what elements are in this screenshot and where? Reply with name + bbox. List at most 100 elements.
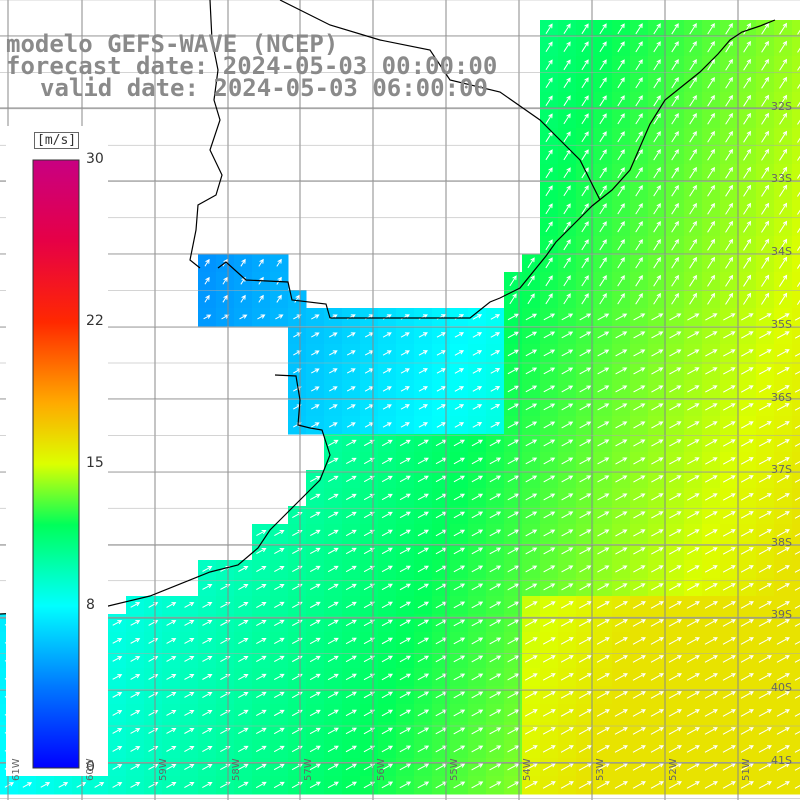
wind-arrow bbox=[184, 602, 195, 608]
wind-arrow bbox=[794, 550, 800, 555]
wind-arrow bbox=[363, 583, 375, 591]
wind-arrow bbox=[507, 511, 520, 519]
wind-arrow bbox=[761, 274, 770, 287]
wind-arrow bbox=[363, 529, 375, 537]
wind-arrow bbox=[579, 565, 592, 573]
wind-arrow bbox=[722, 565, 736, 573]
wind-arrow bbox=[671, 23, 679, 35]
wind-arrow bbox=[472, 314, 483, 320]
wind-arrow bbox=[686, 601, 700, 609]
wind-arrow bbox=[650, 727, 664, 735]
wind-arrow bbox=[436, 368, 447, 374]
model-title: modelo GEFS-WAVE (NCEP) bbox=[6, 30, 339, 58]
wind-arrow bbox=[310, 493, 321, 501]
wind-arrow bbox=[668, 619, 682, 627]
wind-arrow bbox=[545, 149, 553, 161]
wind-arrow bbox=[130, 620, 141, 626]
wind-cell bbox=[792, 290, 800, 309]
wind-arrow bbox=[725, 274, 734, 287]
wind-arrow bbox=[725, 292, 734, 305]
wind-arrow bbox=[507, 493, 520, 501]
wind-arrow bbox=[599, 149, 607, 161]
wind-arrow bbox=[687, 385, 700, 393]
wind-arrow bbox=[581, 95, 589, 107]
wind-arrow bbox=[635, 77, 643, 89]
wind-cell bbox=[792, 650, 800, 669]
wind-arrow bbox=[453, 493, 466, 501]
wind-arrow bbox=[725, 22, 733, 35]
wind-arrow bbox=[779, 94, 788, 107]
wind-arrow bbox=[453, 691, 466, 699]
wind-arrow bbox=[381, 529, 393, 537]
wind-arrow bbox=[418, 368, 428, 374]
wind-arrow bbox=[794, 406, 800, 411]
wind-arrow bbox=[794, 478, 800, 483]
wind-arrow bbox=[310, 511, 321, 519]
wind-arrow bbox=[722, 439, 736, 447]
wind-arrow bbox=[345, 655, 357, 663]
wind-arrow bbox=[722, 421, 736, 429]
wind-arrow bbox=[743, 94, 751, 107]
wind-arrow bbox=[166, 656, 177, 662]
wind-arrow bbox=[797, 155, 800, 161]
wind-arrow bbox=[668, 781, 682, 789]
wind-arrow bbox=[617, 221, 625, 233]
wind-arrow bbox=[274, 637, 285, 645]
wind-arrow bbox=[653, 274, 661, 287]
latitude-label: 40S bbox=[771, 681, 792, 694]
wind-arrow bbox=[689, 220, 697, 233]
wind-arrow bbox=[686, 583, 700, 591]
wind-arrow bbox=[489, 457, 502, 465]
wind-arrow bbox=[453, 727, 466, 735]
wind-arrow bbox=[381, 673, 393, 681]
wind-arrow bbox=[581, 221, 589, 233]
wind-cell bbox=[792, 326, 800, 345]
wind-cell bbox=[792, 254, 800, 273]
wind-arrow bbox=[327, 637, 339, 645]
wind-arrow bbox=[671, 113, 679, 125]
wind-arrow bbox=[761, 238, 770, 251]
wind-arrow bbox=[399, 565, 411, 573]
wind-arrow bbox=[633, 529, 646, 537]
wind-arrow bbox=[204, 276, 210, 285]
wind-arrow bbox=[633, 331, 646, 339]
wind-arrow bbox=[112, 656, 123, 662]
wind-arrow bbox=[707, 274, 716, 287]
wind-arrow bbox=[761, 256, 770, 269]
wind-arrow bbox=[632, 781, 646, 789]
wind-arrow bbox=[579, 583, 592, 591]
wind-arrow bbox=[399, 709, 412, 717]
wind-arrow bbox=[560, 673, 574, 681]
wind-arrow bbox=[776, 529, 790, 537]
wind-arrow bbox=[311, 350, 320, 356]
wind-arrow bbox=[542, 691, 556, 699]
wind-arrow bbox=[776, 763, 790, 771]
wind-arrow bbox=[471, 709, 484, 717]
wind-arrow bbox=[669, 313, 682, 321]
wind-arrow bbox=[581, 59, 589, 71]
wind-arrow bbox=[418, 404, 428, 410]
wind-arrow bbox=[761, 130, 770, 143]
wind-cell bbox=[792, 578, 800, 597]
wind-arrow bbox=[704, 601, 718, 609]
wind-cell bbox=[792, 668, 800, 687]
wind-arrow bbox=[274, 565, 285, 572]
wind-arrow bbox=[794, 712, 800, 717]
wind-cell bbox=[792, 362, 800, 381]
wind-arrow bbox=[707, 130, 715, 143]
wind-arrow bbox=[76, 782, 87, 788]
wind-arrow bbox=[650, 601, 664, 609]
wind-arrow bbox=[507, 475, 520, 483]
wind-arrow bbox=[112, 620, 123, 626]
wind-arrow bbox=[761, 166, 770, 179]
wind-arrow bbox=[222, 294, 228, 303]
wind-arrow bbox=[797, 47, 800, 53]
wind-arrow bbox=[363, 493, 375, 501]
wind-arrow bbox=[381, 709, 394, 717]
wind-arrow bbox=[671, 130, 679, 143]
wind-arrow bbox=[310, 386, 320, 392]
wind-arrow bbox=[597, 439, 610, 447]
wind-arrow bbox=[563, 239, 571, 251]
wind-arrow bbox=[417, 781, 430, 789]
wind-arrow bbox=[507, 691, 520, 699]
